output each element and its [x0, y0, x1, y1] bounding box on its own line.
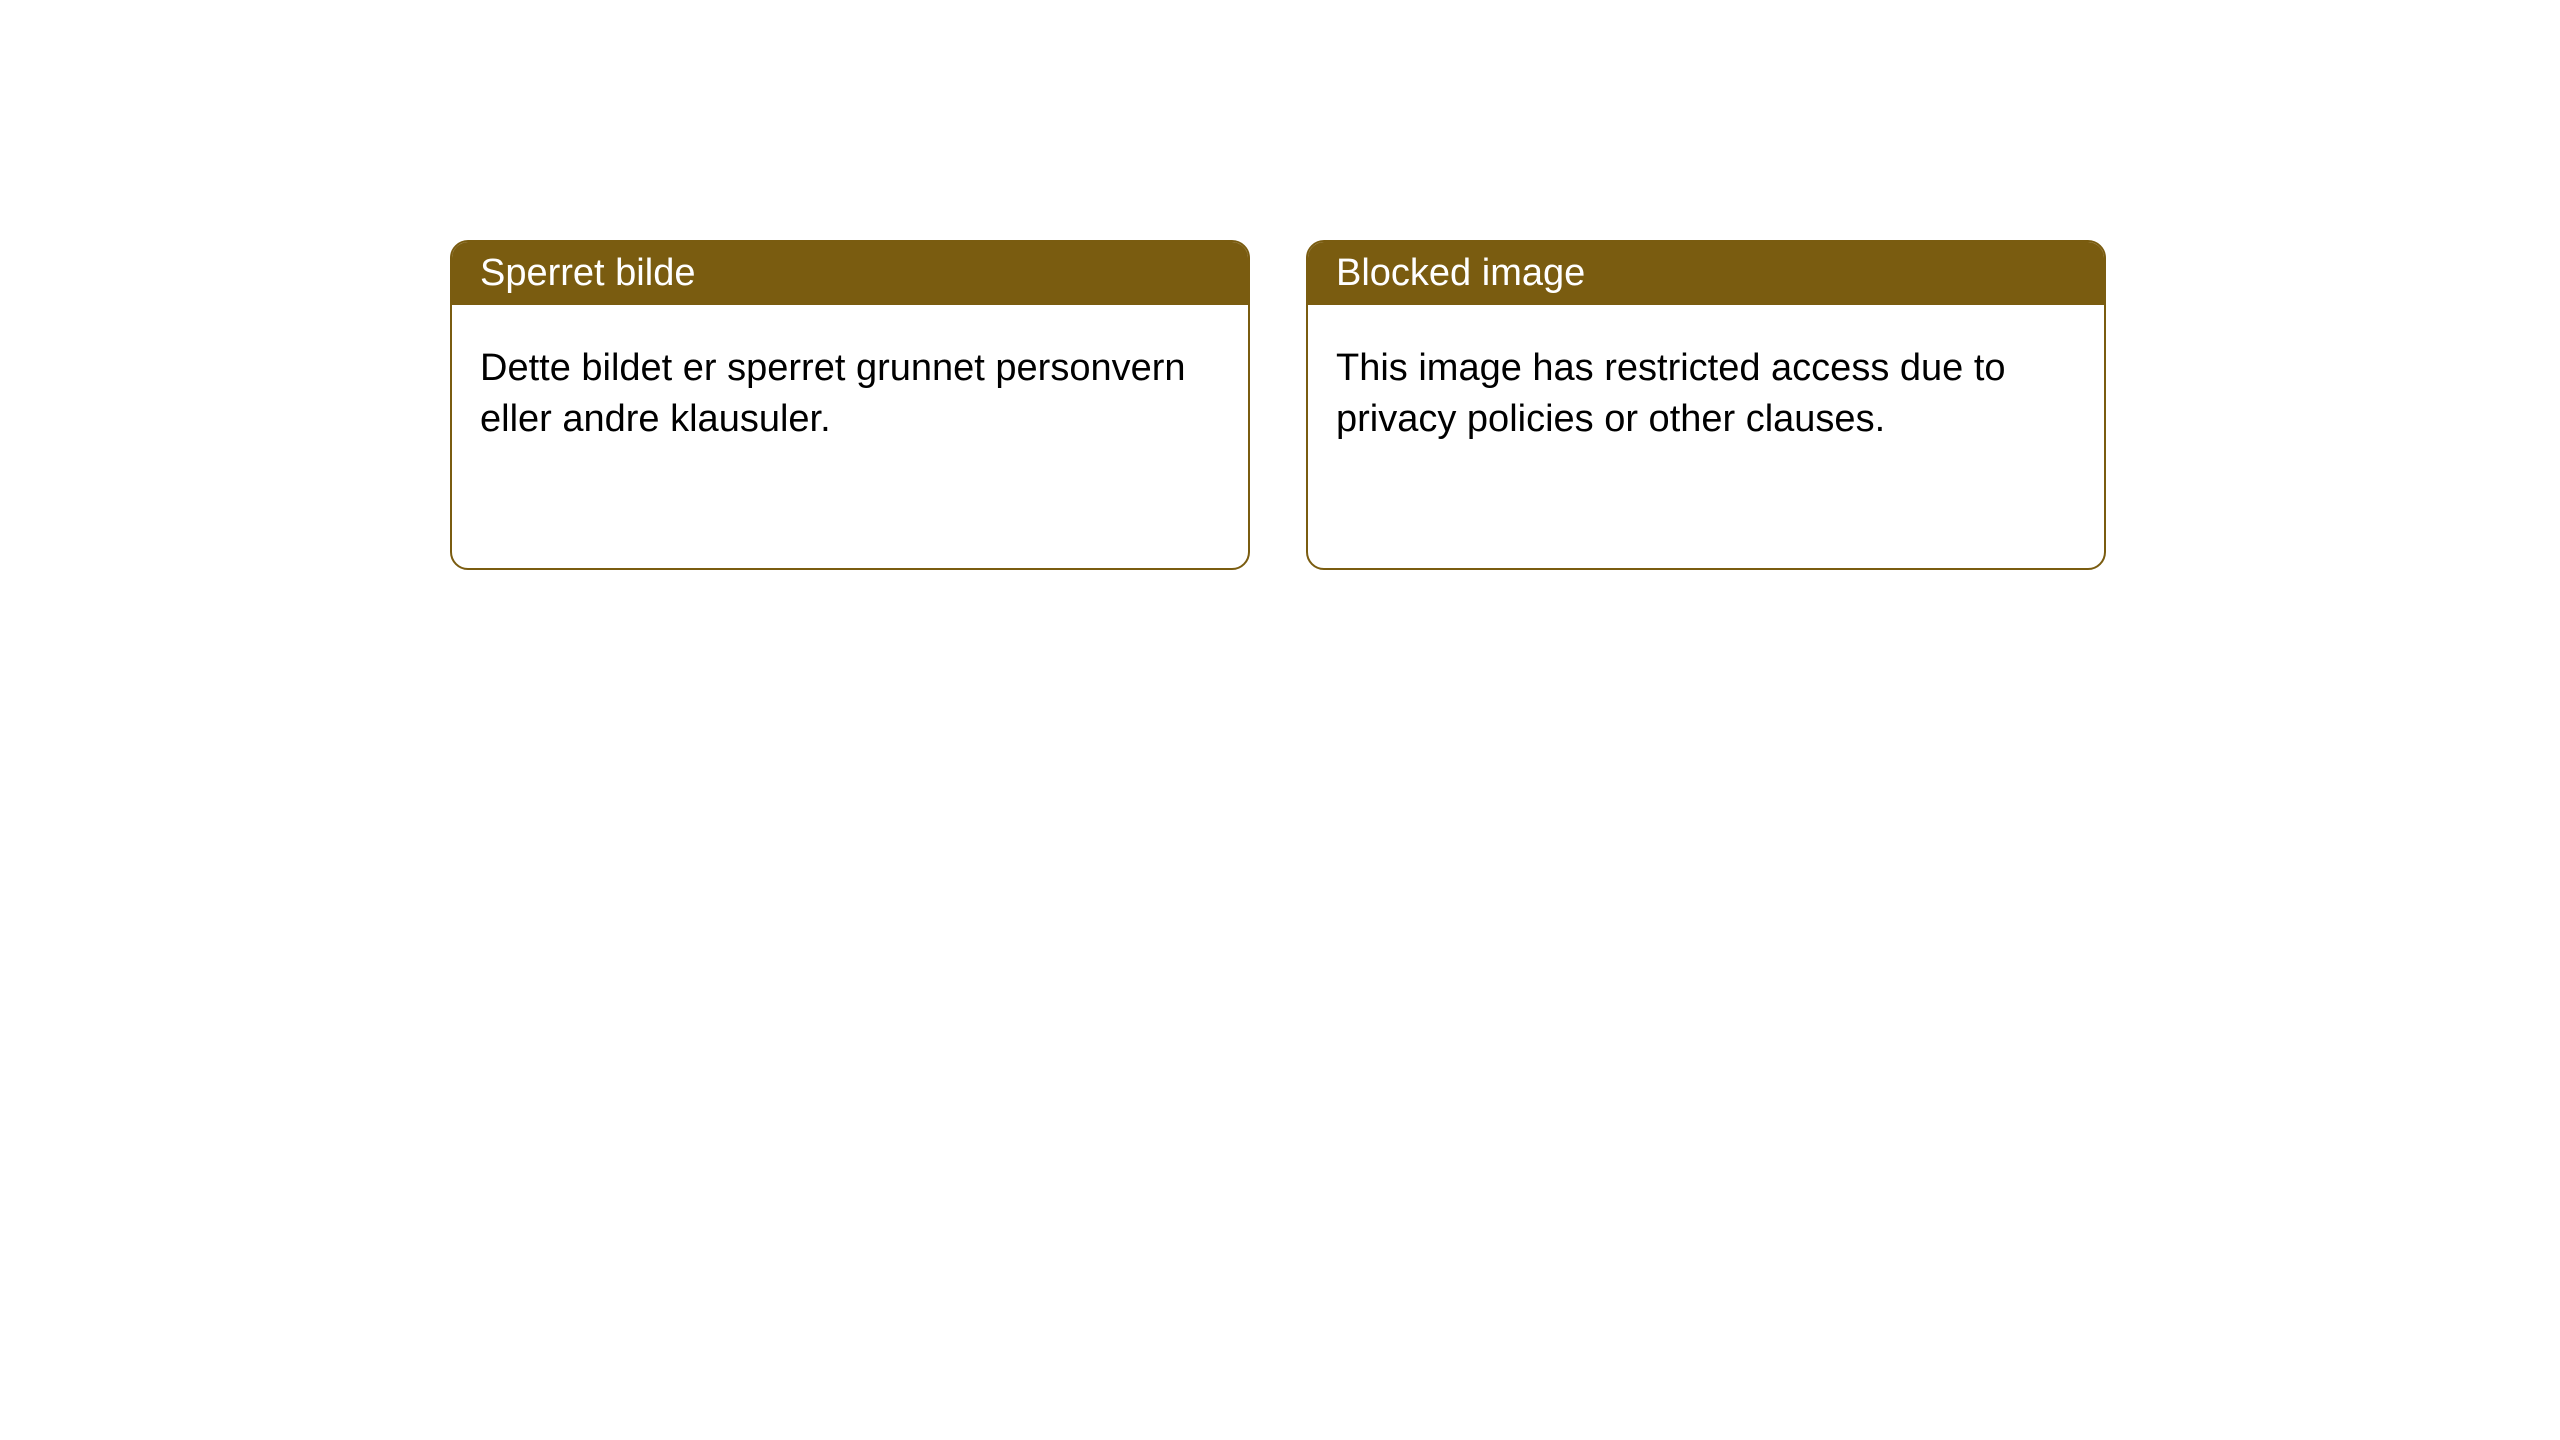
notice-container: Sperret bilde Dette bildet er sperret gr…: [0, 0, 2560, 570]
card-header: Sperret bilde: [452, 242, 1248, 305]
card-body: Dette bildet er sperret grunnet personve…: [452, 305, 1248, 484]
notice-card-english: Blocked image This image has restricted …: [1306, 240, 2106, 570]
card-body-text: Dette bildet er sperret grunnet personve…: [480, 347, 1186, 440]
card-body: This image has restricted access due to …: [1308, 305, 2104, 484]
card-title: Blocked image: [1336, 252, 1585, 294]
card-header: Blocked image: [1308, 242, 2104, 305]
card-title: Sperret bilde: [480, 252, 695, 294]
card-body-text: This image has restricted access due to …: [1336, 347, 2006, 440]
notice-card-norwegian: Sperret bilde Dette bildet er sperret gr…: [450, 240, 1250, 570]
